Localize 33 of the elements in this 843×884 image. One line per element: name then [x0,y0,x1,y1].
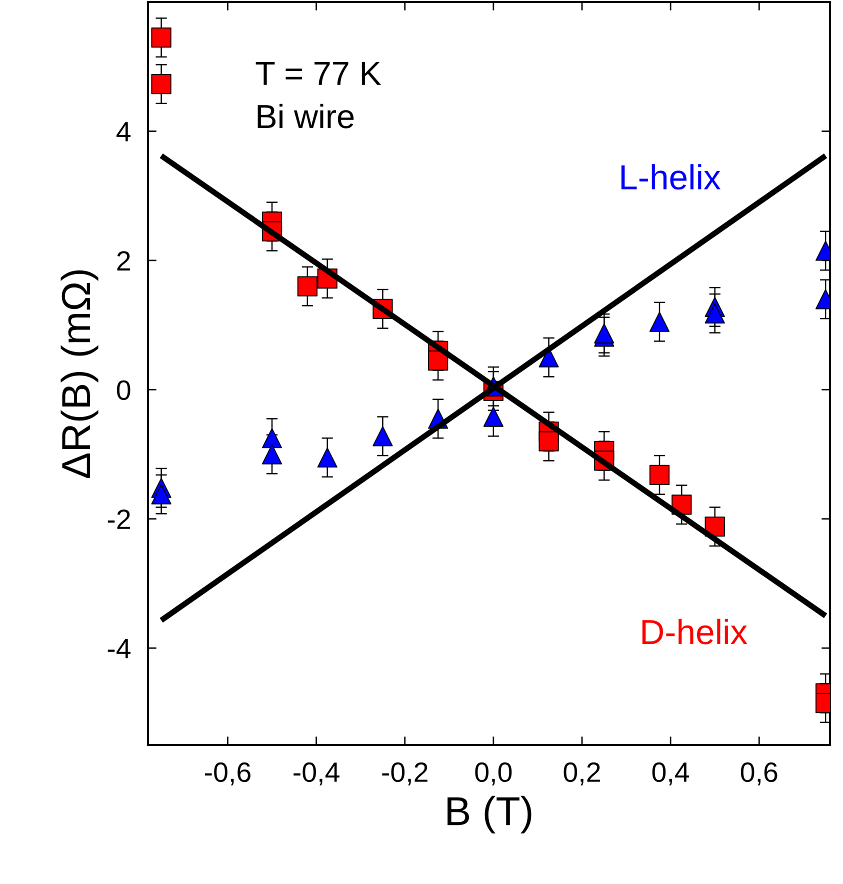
x-tick-label: 0,4 [652,762,690,786]
y-tick-label: -4 [108,639,131,658]
point [538,431,559,452]
point [704,303,725,324]
point [151,74,172,94]
annotation: Bi wire [258,104,354,128]
y-tick-label: 4 [116,122,131,142]
x-tick-label: -0,4 [294,762,340,786]
x-tick-label: 0,6 [740,762,778,786]
annotation: T = 77 K [256,62,382,85]
text: L-helix [621,164,720,190]
point [594,323,614,344]
point [151,27,172,48]
point [483,406,504,427]
x-tick-label: 0,2 [564,762,600,786]
point [428,350,448,371]
x-tick-label: -0,2 [382,762,428,786]
x-tick-label: -0,6 [205,762,250,786]
x-tick-label: 0,0 [475,762,512,786]
point [151,484,172,504]
point [649,464,670,485]
y-tick-label: -2 [108,510,130,529]
y-axis-title: ΔR(B) (mΩ) [60,270,98,478]
point [297,276,318,296]
point [262,444,282,464]
x-axis-title: B (T) [448,796,532,834]
point [372,426,393,446]
y-tick-label: 0 [116,380,130,400]
point [262,428,282,448]
y-tick-label: 2 [117,251,130,270]
point [649,312,670,332]
legend-label: D-helix [642,618,748,644]
point [317,447,338,468]
